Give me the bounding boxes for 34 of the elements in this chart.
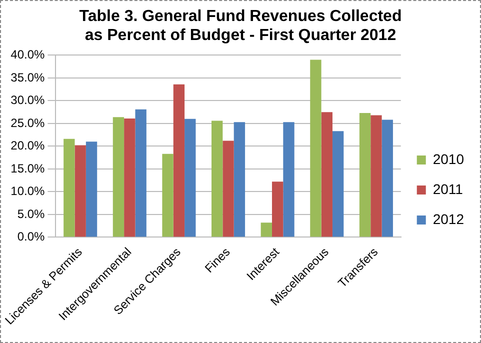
bar <box>64 138 75 237</box>
chart-title: Table 3. General Fund Revenues Collected as Percent of Budget - First Quarter 2012 <box>78 7 403 45</box>
bar <box>260 222 272 237</box>
legend-label: 2011 <box>432 180 464 197</box>
bar <box>272 182 284 237</box>
bar <box>124 118 136 237</box>
bar <box>212 120 223 237</box>
bar <box>222 140 234 237</box>
y-tick-label: 25.0% <box>10 116 46 130</box>
legend-label: 2010 <box>432 150 464 167</box>
bar <box>332 131 344 237</box>
bar <box>283 122 294 237</box>
bar <box>74 145 86 237</box>
y-tick-label: 15.0% <box>10 161 46 176</box>
bar <box>112 117 124 237</box>
bar <box>234 122 246 237</box>
y-tick-label: 40.0% <box>10 48 46 62</box>
bar <box>370 115 382 237</box>
bar <box>162 154 174 237</box>
y-tick-label: 20.0% <box>10 138 46 153</box>
bar <box>359 112 371 237</box>
bar <box>310 60 322 237</box>
bar <box>382 120 393 237</box>
bar <box>86 142 98 237</box>
bar <box>321 112 332 237</box>
legend-label: 2012 <box>432 210 464 227</box>
bar <box>135 109 146 237</box>
bar <box>184 118 196 237</box>
y-tick-label: 5.0% <box>17 206 46 221</box>
y-tick-label: 10.0% <box>10 184 46 198</box>
y-tick-label: 0.0% <box>17 230 46 244</box>
y-tick-label: 30.0% <box>10 93 46 108</box>
bar <box>173 84 185 237</box>
y-tick-label: 35.0% <box>10 70 46 84</box>
